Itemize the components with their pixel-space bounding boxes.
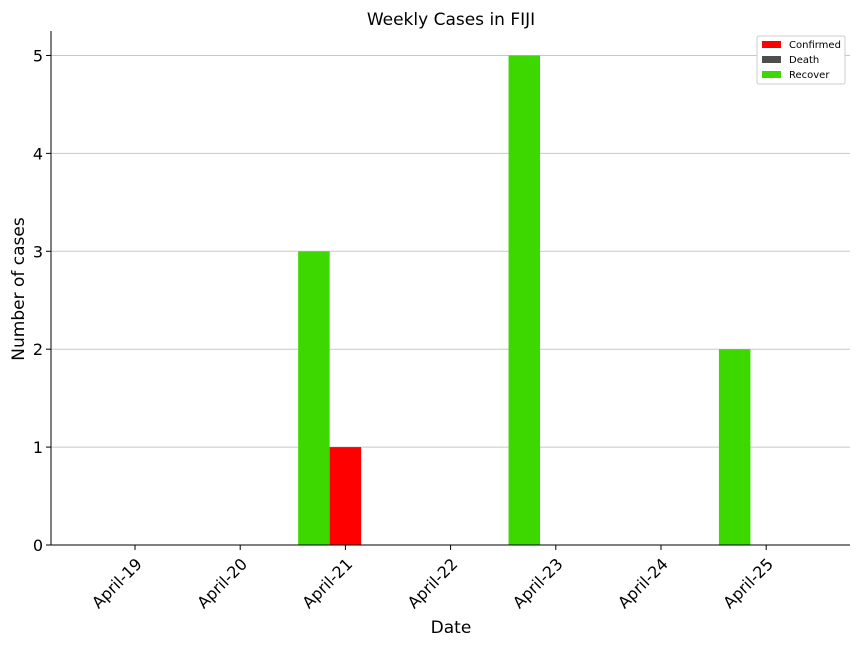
- bar-recover-2: [298, 251, 330, 546]
- legend-swatch-recover: [762, 71, 781, 78]
- y-tick-label-1: 1: [33, 438, 43, 457]
- bar-recover-6: [718, 349, 751, 545]
- x-tick-label-3: April-22: [404, 554, 462, 612]
- legend-label-death: Death: [789, 55, 819, 66]
- legend-swatch-confirmed: [762, 41, 781, 48]
- x-tick-label-0: April-19: [88, 554, 146, 612]
- bar-confirmed-2: [329, 447, 362, 545]
- y-tick-label-0: 0: [33, 536, 43, 555]
- x-tick-label-5: April-24: [614, 554, 672, 612]
- x-axis-label: Date: [431, 618, 472, 638]
- legend-swatch-death: [762, 56, 781, 63]
- y-tick-label-3: 3: [33, 242, 43, 261]
- legend-label-recover: Recover: [789, 70, 830, 81]
- bars: [298, 55, 751, 546]
- x-tick-label-2: April-21: [298, 554, 356, 612]
- y-axis-label: Number of cases: [9, 217, 29, 361]
- legend-label-confirmed: Confirmed: [789, 40, 841, 51]
- y-tick-label-2: 2: [33, 340, 43, 359]
- legend: Confirmed Death Recover: [756, 35, 846, 85]
- chart-title: Weekly Cases in FIJI: [367, 10, 535, 30]
- y-tick-labels: 0 1 2 3 4 5: [33, 46, 51, 555]
- x-tick-labels: April-19 April-20 April-21 April-22 April-23…: [88, 545, 777, 612]
- grid: [51, 54, 850, 448]
- x-tick-label-1: April-20: [193, 554, 251, 612]
- y-tick-label-5: 5: [33, 46, 43, 65]
- bar-recover-4: [508, 55, 541, 545]
- x-tick-label-4: April-23: [509, 554, 567, 612]
- x-tick-label-6: April-25: [719, 554, 777, 612]
- y-tick-label-4: 4: [33, 144, 43, 163]
